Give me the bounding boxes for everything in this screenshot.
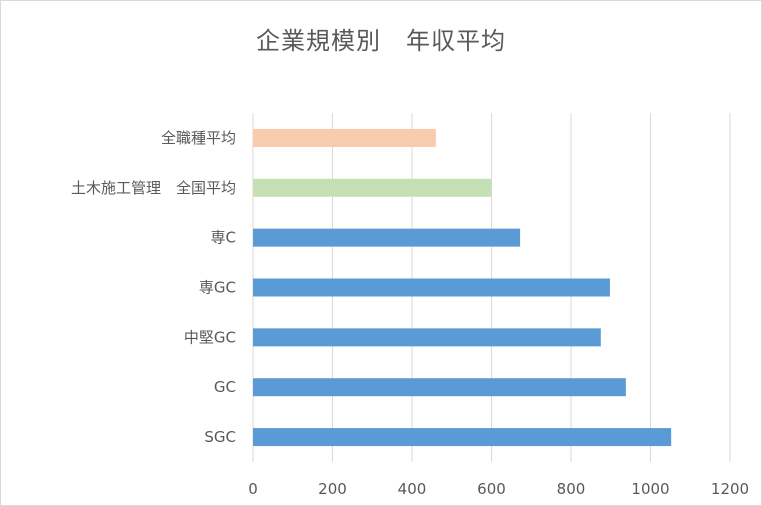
bar <box>253 428 672 447</box>
x-tick-label: 0 <box>248 480 258 498</box>
x-tick-label: 200 <box>318 480 347 498</box>
x-tick-label: 800 <box>557 480 586 498</box>
category-label: 全職種平均 <box>161 129 236 147</box>
x-tick-label: 1200 <box>711 480 749 498</box>
bar <box>253 178 492 197</box>
bars <box>253 128 672 447</box>
x-tick-labels: 0 200 400 600 800 1000 1200 <box>248 480 749 498</box>
x-tick-label: 600 <box>477 480 506 498</box>
bar <box>253 278 610 297</box>
category-label: 専C <box>211 229 236 247</box>
x-tick-label: 1000 <box>631 480 669 498</box>
chart-title: 企業規模別 年収平均 <box>256 27 506 55</box>
bar <box>253 128 436 147</box>
bar <box>253 378 626 397</box>
category-label: GC <box>214 378 236 396</box>
bar <box>253 228 521 247</box>
category-label: 専GC <box>199 279 236 297</box>
category-label: SGC <box>204 428 236 446</box>
x-tick-label: 400 <box>398 480 427 498</box>
bar <box>253 328 601 347</box>
category-label: 土木施工管理 全国平均 <box>71 179 236 197</box>
category-label: 中堅GC <box>184 328 236 346</box>
